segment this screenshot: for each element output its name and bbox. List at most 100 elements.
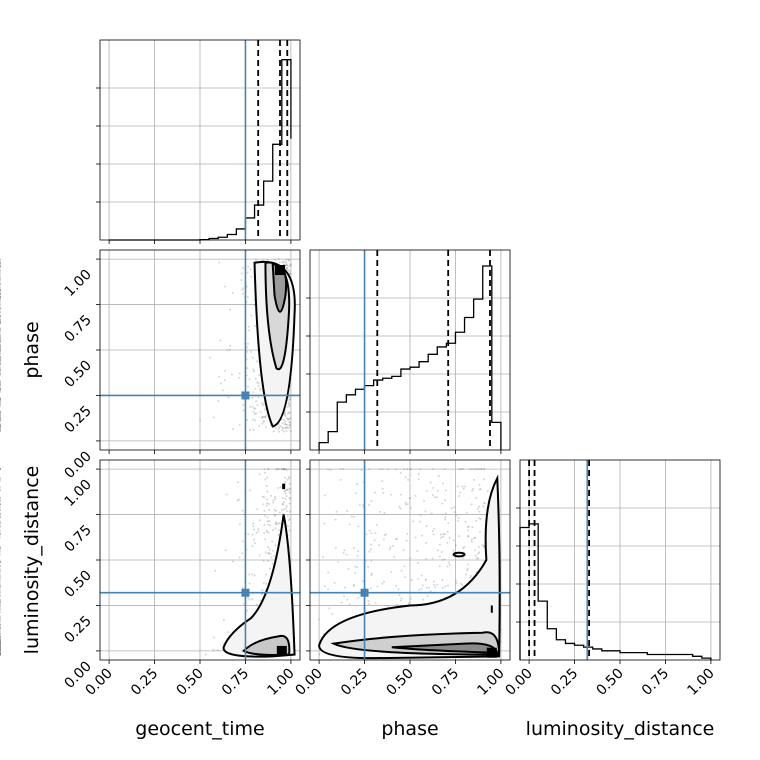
scatter-point bbox=[328, 607, 331, 610]
scatter-point bbox=[455, 582, 458, 585]
scatter-point bbox=[0, 651, 1, 654]
scatter-point bbox=[267, 552, 270, 555]
scatter-point bbox=[288, 421, 291, 424]
scatter-point bbox=[0, 388, 1, 391]
scatter-point bbox=[249, 406, 252, 409]
scatter-point bbox=[478, 483, 481, 486]
scatter-point bbox=[0, 646, 1, 649]
scatter-point bbox=[248, 378, 251, 381]
scatter-point bbox=[0, 598, 1, 601]
scatter-point bbox=[280, 468, 283, 471]
scatter-point bbox=[403, 565, 406, 568]
scatter-point bbox=[267, 468, 270, 471]
scatter-point bbox=[486, 490, 489, 493]
scatter-point bbox=[478, 468, 481, 471]
scatter-point bbox=[444, 516, 447, 519]
scatter-point bbox=[287, 412, 290, 415]
scatter-point bbox=[0, 479, 1, 482]
scatter-point bbox=[0, 652, 1, 655]
scatter-point bbox=[0, 489, 1, 492]
scatter-point bbox=[0, 333, 1, 336]
scatter-point bbox=[0, 641, 1, 644]
scatter-point bbox=[402, 549, 405, 552]
scatter-point bbox=[0, 509, 1, 512]
scatter-point bbox=[0, 578, 1, 581]
scatter-point bbox=[0, 645, 1, 648]
scatter-point bbox=[444, 585, 447, 588]
scatter-point bbox=[356, 483, 359, 486]
scatter-point bbox=[417, 577, 420, 580]
scatter-point bbox=[285, 426, 288, 429]
scatter-point bbox=[347, 567, 350, 570]
scatter-point bbox=[343, 595, 346, 598]
scatter-point bbox=[0, 522, 1, 525]
scatter-point bbox=[0, 569, 1, 572]
scatter-point bbox=[395, 537, 398, 540]
scatter-point bbox=[0, 653, 1, 656]
scatter-point bbox=[284, 507, 287, 510]
scatter-point bbox=[0, 415, 1, 418]
scatter-point bbox=[0, 295, 1, 298]
scatter-point bbox=[212, 416, 215, 419]
scatter-point bbox=[0, 560, 1, 563]
scatter-point bbox=[368, 550, 371, 553]
x-tick-label: 0.50 bbox=[593, 666, 626, 699]
scatter-point bbox=[241, 586, 244, 589]
scatter-point bbox=[471, 526, 474, 529]
scatter-point bbox=[0, 468, 1, 471]
scatter-point bbox=[399, 471, 402, 474]
scatter-point bbox=[466, 526, 469, 529]
scatter-point bbox=[474, 554, 477, 557]
scatter-point bbox=[0, 258, 1, 261]
scatter-point bbox=[0, 372, 1, 375]
scatter-point bbox=[439, 536, 442, 539]
scatter-point bbox=[452, 549, 455, 552]
scatter-point bbox=[0, 560, 1, 563]
scatter-point bbox=[444, 512, 447, 515]
scatter-point bbox=[370, 574, 373, 577]
scatter-point bbox=[368, 468, 371, 471]
scatter-point bbox=[0, 352, 1, 355]
scatter-point bbox=[418, 520, 421, 523]
scatter-point bbox=[348, 523, 351, 526]
scatter-point bbox=[262, 582, 265, 585]
scatter-point bbox=[0, 411, 1, 414]
scatter-point bbox=[425, 525, 428, 528]
scatter-point bbox=[435, 496, 438, 499]
scatter-point bbox=[266, 476, 269, 479]
scatter-point bbox=[217, 375, 220, 378]
scatter-point bbox=[277, 522, 280, 525]
scatter-point bbox=[277, 533, 280, 536]
scatter-point bbox=[270, 556, 273, 559]
scatter-point bbox=[274, 258, 277, 261]
scatter-point bbox=[246, 350, 249, 353]
scatter-point bbox=[477, 552, 480, 555]
scatter-point bbox=[256, 360, 259, 363]
scatter-point bbox=[0, 604, 1, 607]
scatter-point bbox=[0, 292, 1, 295]
scatter-point bbox=[0, 637, 1, 640]
scatter-point bbox=[0, 261, 1, 264]
scatter-point bbox=[199, 419, 202, 422]
scatter-point bbox=[464, 573, 467, 576]
scatter-point bbox=[240, 279, 243, 282]
scatter-point bbox=[289, 430, 292, 433]
scatter-point bbox=[0, 426, 1, 429]
xlabel-luminosity-distance: luminosity_distance bbox=[526, 718, 715, 740]
scatter-point bbox=[370, 572, 373, 575]
scatter-point bbox=[324, 585, 327, 588]
scatter-point bbox=[0, 363, 1, 366]
scatter-point bbox=[461, 556, 464, 559]
scatter-point bbox=[0, 274, 1, 277]
scatter-point bbox=[482, 505, 485, 508]
contour-outer bbox=[318, 474, 501, 660]
scatter-point bbox=[376, 585, 379, 588]
scatter-point bbox=[361, 580, 364, 583]
scatter-point bbox=[0, 503, 1, 506]
scatter-point bbox=[345, 553, 348, 556]
scatter-point bbox=[0, 425, 1, 428]
scatter-point bbox=[478, 551, 481, 554]
scatter-point bbox=[0, 468, 1, 471]
scatter-point bbox=[267, 559, 270, 562]
scatter-point bbox=[0, 302, 1, 305]
